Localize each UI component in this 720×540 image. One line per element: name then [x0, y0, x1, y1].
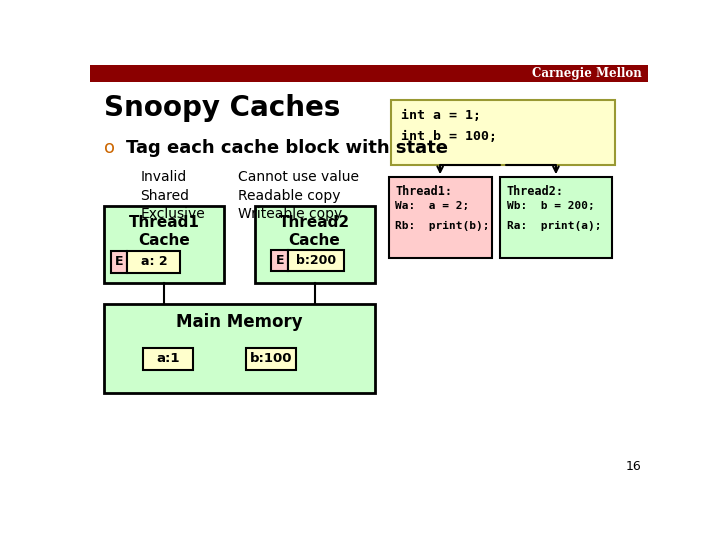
- FancyBboxPatch shape: [143, 348, 193, 370]
- Text: E: E: [276, 254, 284, 267]
- Text: Cannot use value: Cannot use value: [238, 170, 359, 184]
- Text: Rb:  print(b);: Rb: print(b);: [395, 221, 490, 231]
- FancyBboxPatch shape: [255, 206, 374, 283]
- Text: Wa:  a = 2;: Wa: a = 2;: [395, 201, 469, 211]
- Text: Readable copy: Readable copy: [238, 189, 341, 203]
- Text: Thread2: Thread2: [279, 215, 350, 231]
- FancyBboxPatch shape: [271, 250, 288, 272]
- FancyBboxPatch shape: [127, 251, 181, 273]
- Text: Cache: Cache: [138, 233, 190, 248]
- Text: Writeable copy: Writeable copy: [238, 207, 342, 221]
- Text: Snoopy Caches: Snoopy Caches: [104, 94, 341, 123]
- Text: 16: 16: [626, 460, 642, 473]
- FancyBboxPatch shape: [246, 348, 297, 370]
- Text: Tag each cache block with state: Tag each cache block with state: [126, 139, 449, 157]
- Text: a: 2: a: 2: [140, 255, 167, 268]
- FancyBboxPatch shape: [288, 250, 344, 272]
- FancyBboxPatch shape: [392, 100, 615, 165]
- Text: a:1: a:1: [156, 353, 180, 366]
- Text: Wb:  b = 200;: Wb: b = 200;: [507, 201, 595, 211]
- Text: Thread1: Thread1: [128, 215, 199, 231]
- Text: b:100: b:100: [250, 353, 292, 366]
- Text: Cache: Cache: [289, 233, 341, 248]
- Text: Main Memory: Main Memory: [176, 313, 302, 331]
- Text: Ra:  print(a);: Ra: print(a);: [507, 221, 601, 231]
- Text: E: E: [114, 255, 123, 268]
- FancyBboxPatch shape: [389, 177, 492, 258]
- FancyBboxPatch shape: [111, 251, 127, 273]
- Text: Thread2:: Thread2:: [507, 185, 564, 198]
- FancyBboxPatch shape: [104, 304, 374, 393]
- Text: Shared: Shared: [140, 189, 189, 203]
- FancyBboxPatch shape: [104, 206, 224, 283]
- FancyBboxPatch shape: [90, 65, 648, 82]
- Text: o: o: [104, 139, 115, 157]
- Text: int a = 1;
int b = 100;: int a = 1; int b = 100;: [401, 109, 498, 143]
- Text: Invalid: Invalid: [140, 170, 186, 184]
- FancyBboxPatch shape: [500, 177, 612, 258]
- Text: Carnegie Mellon: Carnegie Mellon: [531, 67, 642, 80]
- Text: Thread1:: Thread1:: [395, 185, 452, 198]
- Text: b:200: b:200: [296, 254, 336, 267]
- Text: Exclusive: Exclusive: [140, 207, 205, 221]
